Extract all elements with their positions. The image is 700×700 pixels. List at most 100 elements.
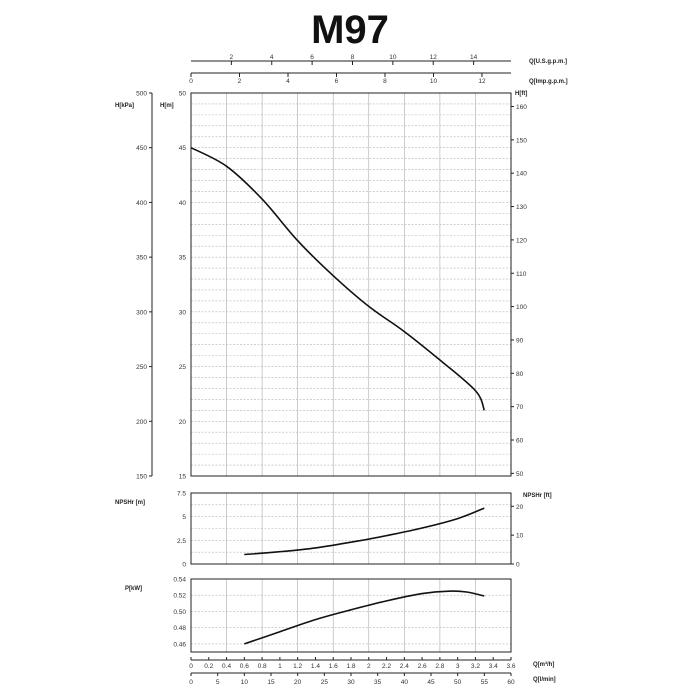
m3h-axis-label: Q[m³/h] xyxy=(533,661,554,668)
lmin-tick-label: 20 xyxy=(294,679,302,686)
lmin-tick-label: 50 xyxy=(454,679,462,686)
power-tick-label: 0.48 xyxy=(173,625,186,632)
npsh-panel-frame xyxy=(190,492,512,565)
ft-tick-label: 160 xyxy=(516,104,527,111)
imp-gpm-tick-label: 8 xyxy=(383,78,387,85)
npsh-ft-tick-label: 20 xyxy=(516,504,524,511)
ft-tick-label: 100 xyxy=(516,304,527,311)
lmin-tick-label: 45 xyxy=(427,679,435,686)
m3h-tick-label: 1 xyxy=(278,663,282,670)
m3h-tick-label: 0 xyxy=(189,663,193,670)
m3h-tick-label: 3.2 xyxy=(471,663,480,670)
lmin-axis-label: Q[l/min] xyxy=(533,677,556,683)
ft-tick-label: 150 xyxy=(516,137,527,144)
npsh-curve-line xyxy=(244,507,485,556)
us-gpm-tick-label: 12 xyxy=(430,54,438,61)
lmin-tick-label: 0 xyxy=(189,679,193,686)
lmin-tick-label: 25 xyxy=(321,679,329,686)
us-gpm-axis-label: Q[U.S.g.p.m.] xyxy=(529,59,567,65)
m3h-tick-label: 2.8 xyxy=(435,663,444,670)
head-m-tick-label: 40 xyxy=(179,200,187,207)
us-gpm-tick-label: 10 xyxy=(389,54,397,61)
chart-title: M97 xyxy=(311,8,389,52)
imp-gpm-axis-label: Q[Imp.g.p.m.] xyxy=(529,79,568,85)
npsh-ft-tick-label: 0 xyxy=(516,562,520,569)
power-panel-frame xyxy=(190,578,512,653)
npsh-m-axis-label: NPSHr [m] xyxy=(115,500,145,506)
ft-tick-label: 140 xyxy=(516,171,527,178)
npsh-m-tick-label: 2.5 xyxy=(177,538,186,545)
head-m-tick-label: 45 xyxy=(179,145,187,152)
npsh-ft-axis-label: NPSHr [ft] xyxy=(523,493,552,499)
power-tick-label: 0.52 xyxy=(173,593,186,600)
ft-tick-label: 60 xyxy=(516,438,524,445)
power-tick-label: 0.50 xyxy=(173,609,186,616)
ft-tick-label: 110 xyxy=(516,271,527,278)
m3h-tick-label: 2 xyxy=(367,663,371,670)
power-tick-label: 0.46 xyxy=(173,641,186,648)
imp-gpm-tick-label: 10 xyxy=(430,78,438,85)
head-m-tick-label: 30 xyxy=(179,309,187,316)
m3h-tick-label: 2.6 xyxy=(418,663,427,670)
m3h-tick-label: 0.4 xyxy=(222,663,231,670)
head-m-tick-label: 15 xyxy=(179,474,187,481)
m3h-tick-label: 0.6 xyxy=(240,663,249,670)
kpa-tick-label: 200 xyxy=(136,419,147,426)
ft-tick-label: 70 xyxy=(516,404,524,411)
m3h-tick-label: 3.6 xyxy=(506,663,515,670)
us-gpm-tick-label: 2 xyxy=(230,54,234,61)
head-panel-frame xyxy=(190,92,512,477)
lmin-tick-label: 10 xyxy=(241,679,249,686)
imp-gpm-tick-label: 12 xyxy=(478,78,486,85)
m3h-tick-label: 1.2 xyxy=(293,663,302,670)
lmin-tick-label: 35 xyxy=(374,679,382,686)
m3h-tick-label: 2.4 xyxy=(400,663,409,670)
lmin-tick-label: 55 xyxy=(481,679,489,686)
kpa-tick-label: 300 xyxy=(136,309,147,316)
head-m-tick-label: 20 xyxy=(179,419,187,426)
head-m-tick-label: 50 xyxy=(179,91,187,98)
npsh-m-tick-label: 7.5 xyxy=(177,491,186,498)
ft-tick-label: 80 xyxy=(516,371,524,378)
imp-gpm-tick-label: 4 xyxy=(286,78,290,85)
m3h-tick-label: 1.4 xyxy=(311,663,320,670)
npsh-m-tick-label: 0 xyxy=(182,562,186,569)
power-axis-label: P[kW] xyxy=(125,586,142,592)
m3h-tick-label: 3 xyxy=(456,663,460,670)
m3h-tick-label: 1.8 xyxy=(346,663,355,670)
kpa-tick-label: 150 xyxy=(136,474,147,481)
npsh-ft-tick-label: 10 xyxy=(516,533,524,540)
head-m-tick-label: 35 xyxy=(179,255,187,262)
m3h-tick-label: 1.6 xyxy=(329,663,338,670)
m3h-tick-label: 3.4 xyxy=(489,663,498,670)
ft-tick-label: 130 xyxy=(516,204,527,211)
kpa-tick-label: 250 xyxy=(136,364,147,371)
lmin-tick-label: 15 xyxy=(267,679,275,686)
head-m-tick-label: 25 xyxy=(179,364,187,371)
power-curve-line xyxy=(244,590,485,645)
m3h-tick-label: 2.2 xyxy=(382,663,391,670)
ft-axis-label: H[ft] xyxy=(515,91,527,97)
kpa-tick-label: 500 xyxy=(136,91,147,98)
kpa-axis-label: H[kPa] xyxy=(115,103,134,109)
lmin-tick-label: 5 xyxy=(216,679,220,686)
us-gpm-tick-label: 4 xyxy=(270,54,274,61)
m3h-tick-label: 0.2 xyxy=(204,663,213,670)
lmin-tick-label: 60 xyxy=(507,679,515,686)
ft-tick-label: 90 xyxy=(516,337,524,344)
power-tick-label: 0.54 xyxy=(173,577,186,584)
ft-tick-label: 50 xyxy=(516,471,524,478)
imp-gpm-tick-label: 6 xyxy=(335,78,339,85)
us-gpm-tick-label: 6 xyxy=(310,54,314,61)
head-curve-line xyxy=(190,146,486,411)
m3h-tick-label: 0.8 xyxy=(258,663,267,670)
npsh-m-tick-label: 5 xyxy=(182,514,186,521)
imp-gpm-tick-label: 2 xyxy=(238,78,242,85)
lmin-tick-label: 40 xyxy=(401,679,409,686)
kpa-tick-label: 350 xyxy=(136,255,147,262)
us-gpm-tick-label: 14 xyxy=(470,54,478,61)
imp-gpm-tick-label: 0 xyxy=(189,78,193,85)
lmin-tick-label: 30 xyxy=(347,679,355,686)
head-m-axis-label: H[m] xyxy=(160,103,174,109)
